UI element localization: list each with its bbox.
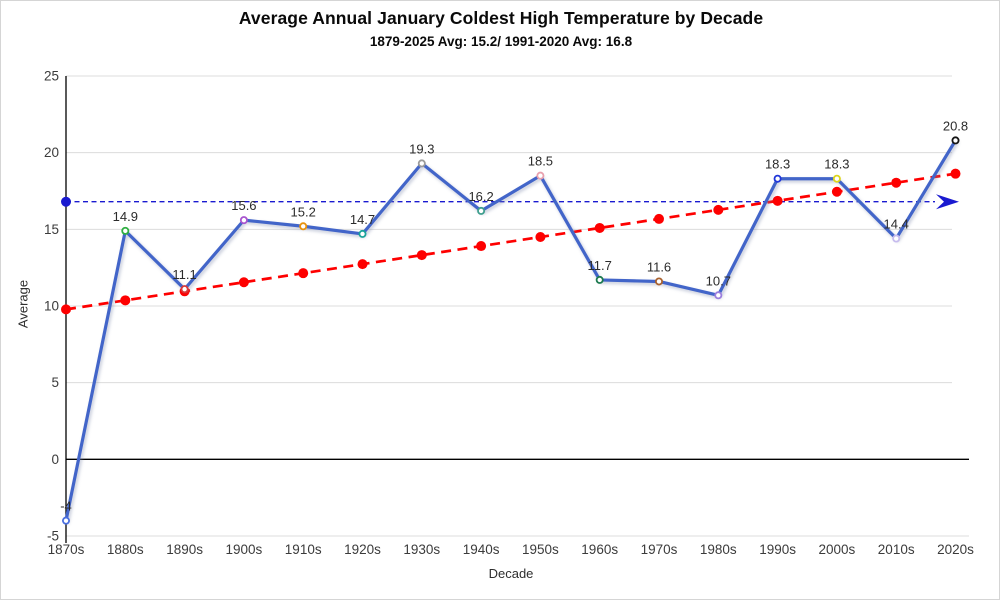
y-tick-label: -5: [47, 529, 59, 544]
x-tick-label: 1870s: [48, 542, 85, 557]
data-point-label: 11.7: [588, 258, 612, 273]
y-tick-label: 15: [44, 222, 59, 237]
x-tick-label: 2010s: [878, 542, 915, 557]
data-point-marker: [773, 174, 782, 183]
data-point-label: 14.4: [884, 217, 909, 232]
y-tick-label: 25: [44, 69, 59, 84]
x-tick-label: 1930s: [403, 542, 440, 557]
y-tick-label: 5: [51, 375, 59, 390]
x-tick-label: 1890s: [166, 542, 203, 557]
data-point-marker: [714, 291, 723, 300]
x-tick-label: 1910s: [285, 542, 322, 557]
data-point-label: 19.3: [409, 141, 434, 156]
data-point-label: 15.6: [231, 198, 256, 213]
data-point-marker: [62, 516, 71, 525]
data-point-marker: [417, 159, 426, 168]
chart-subtitle: 1879-2025 Avg: 15.2/ 1991-2020 Avg: 16.8: [369, 34, 633, 49]
reference-line-arrow: [936, 194, 959, 210]
y-axis-title: Average: [15, 279, 31, 329]
x-tick-label: 1980s: [700, 542, 737, 557]
y-tick-label: 10: [44, 299, 59, 314]
x-tick-label: 1950s: [522, 542, 559, 557]
trendline-dot: [594, 222, 605, 233]
trendline-dot: [476, 241, 487, 252]
data-point-label: 14.9: [113, 209, 138, 224]
x-tick-label: 1880s: [107, 542, 144, 557]
y-tick-label: 20: [44, 145, 59, 160]
data-point-marker: [595, 275, 604, 284]
x-tick-label: 2020s: [937, 542, 974, 557]
trendline-dot: [238, 277, 249, 288]
trendline-dot: [61, 304, 71, 315]
x-tick-label: 1940s: [463, 542, 500, 557]
trendline-dot: [535, 232, 546, 242]
trendline-dot: [831, 186, 842, 197]
data-point-label: 18.3: [765, 157, 790, 172]
x-tick-label: 1970s: [641, 542, 678, 557]
data-point-marker: [121, 226, 130, 235]
data-point-label: -4: [60, 499, 72, 514]
trendline-dot: [772, 195, 783, 206]
x-tick-label: 2000s: [819, 542, 856, 557]
trendline: [65, 172, 956, 311]
data-point-marker: [892, 234, 901, 243]
trendline-dot: [891, 177, 902, 188]
data-point-marker: [951, 136, 960, 145]
data-point-marker: [180, 285, 189, 294]
data-point-label: 20.8: [943, 118, 968, 133]
data-point-marker: [299, 222, 308, 231]
data-point-label: 14.7: [350, 212, 375, 227]
reference-line-start-dot: [61, 196, 71, 207]
x-tick-label: 1920s: [344, 542, 381, 557]
data-point-marker: [358, 229, 367, 238]
y-tick-label: 0: [51, 452, 59, 467]
data-point-label: 11.6: [647, 259, 671, 274]
trendline-dot: [357, 259, 368, 270]
trendline-dot: [654, 213, 664, 224]
trendline-dot: [416, 250, 427, 261]
data-point-label: 10.7: [706, 273, 731, 288]
data-point-label: 16.2: [468, 189, 493, 204]
chart-title: Average Annual January Coldest High Temp…: [238, 8, 764, 28]
x-tick-label: 1900s: [226, 542, 263, 557]
data-point-label: 11.1: [172, 267, 196, 282]
data-point-label: 18.3: [824, 157, 849, 172]
data-point-marker: [655, 277, 664, 286]
data-point-marker: [832, 174, 841, 183]
x-tick-label: 1990s: [759, 542, 796, 557]
series-line: [64, 138, 958, 523]
data-point-marker: [239, 216, 248, 225]
data-point-marker: [536, 171, 545, 180]
x-tick-label: 1960s: [581, 542, 618, 557]
data-point-label: 18.5: [528, 154, 553, 169]
trendline-dot: [950, 168, 961, 179]
trendline-dot: [713, 204, 724, 215]
x-axis-title: Decade: [488, 566, 534, 581]
trendline-dot: [298, 268, 309, 279]
data-point-label: 15.2: [291, 204, 316, 219]
trendline-dot: [120, 295, 131, 306]
data-point-marker: [477, 206, 486, 215]
